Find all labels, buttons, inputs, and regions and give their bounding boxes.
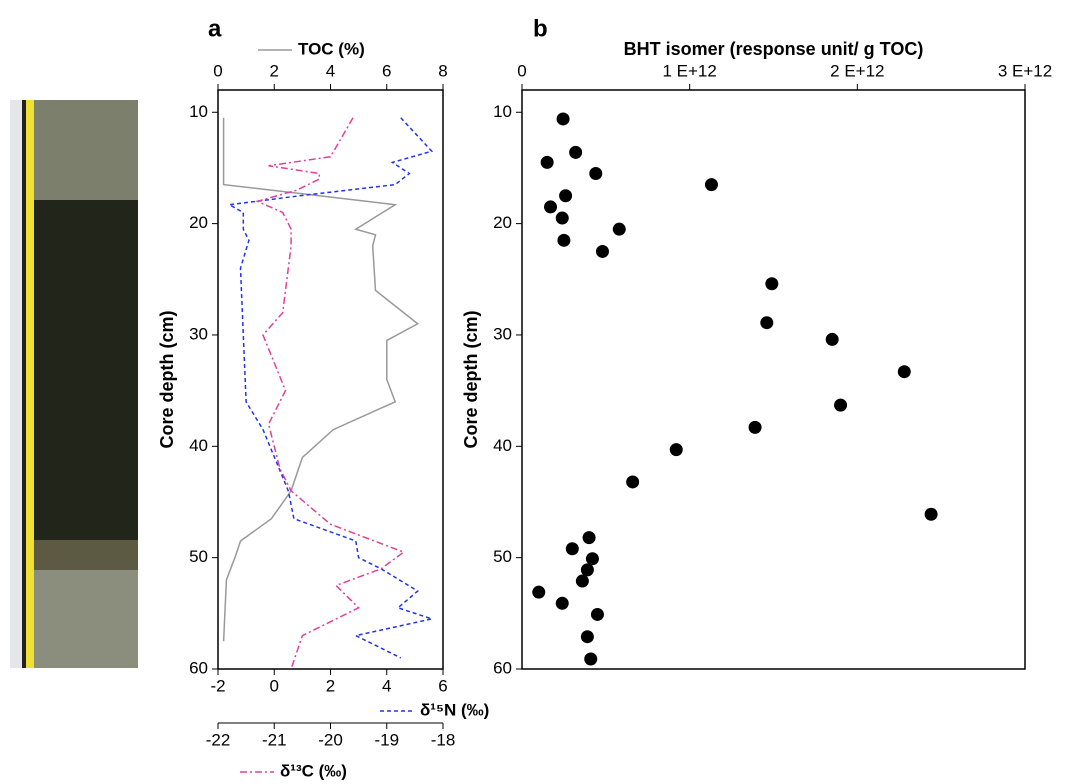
data-point <box>569 145 583 159</box>
plot-frame <box>521 89 1026 670</box>
data-point <box>924 507 938 521</box>
data-point <box>765 277 779 291</box>
data-point <box>575 574 589 588</box>
data-point <box>595 244 609 258</box>
data-point <box>834 398 848 412</box>
y-axis-label: Core depth (cm) <box>157 310 177 448</box>
data-point <box>565 542 579 556</box>
y-tick-label: 60 <box>189 658 208 677</box>
y-tick-label: 30 <box>493 324 512 343</box>
x2-tick-label: 0 <box>270 676 279 695</box>
data-point <box>555 596 569 610</box>
x3-tick-label: -19 <box>374 730 399 749</box>
data-point <box>626 475 640 489</box>
x2-tick-label: -2 <box>210 676 225 695</box>
data-point <box>580 563 594 577</box>
x-tick-label: 0 <box>213 61 222 80</box>
x2-tick-label: 2 <box>326 676 335 695</box>
y-tick-label: 10 <box>493 102 512 121</box>
y-tick-label: 40 <box>189 436 208 455</box>
plot-frame <box>217 89 444 670</box>
data-point <box>559 189 573 203</box>
panel-label: a <box>208 15 222 42</box>
core-photo <box>10 100 138 668</box>
data-point <box>580 630 594 644</box>
data-point <box>748 420 762 434</box>
profile-line <box>255 117 406 670</box>
y-tick-label: 50 <box>189 547 208 566</box>
x3-tick-label: -18 <box>431 730 456 749</box>
panel-label: b <box>533 15 548 42</box>
x-tick-label: 8 <box>438 61 447 80</box>
data-point <box>590 607 604 621</box>
x-axis-label: BHT isomer (response unit/ g TOC) <box>624 39 924 59</box>
legend-label: δ¹³C (‰) <box>280 761 347 780</box>
data-point <box>704 178 718 192</box>
x-tick-label: 2 E+12 <box>830 61 884 80</box>
x3-tick-label: -20 <box>318 730 343 749</box>
data-point <box>897 365 911 379</box>
profile-line <box>222 117 420 642</box>
data-point <box>540 155 554 169</box>
data-point <box>582 531 596 545</box>
y-tick-label: 20 <box>189 213 208 232</box>
y-axis-label: Core depth (cm) <box>461 310 481 448</box>
y-tick-label: 40 <box>493 436 512 455</box>
data-point <box>557 233 571 247</box>
x-tick-label: 4 <box>326 61 335 80</box>
y-tick-label: 60 <box>493 658 512 677</box>
data-point <box>612 222 626 236</box>
data-point <box>555 211 569 225</box>
data-point <box>825 332 839 346</box>
legend-label: TOC (%) <box>298 39 365 58</box>
x2-tick-label: 4 <box>382 676 391 695</box>
x3-tick-label: -21 <box>262 730 287 749</box>
data-point <box>544 200 558 214</box>
x-tick-label: 6 <box>382 61 391 80</box>
data-point <box>556 112 570 126</box>
profile-line <box>226 117 435 659</box>
x-tick-label: 0 <box>517 61 526 80</box>
legend-label: δ¹⁵N (‰) <box>420 700 489 719</box>
x3-tick-label: -22 <box>206 730 231 749</box>
data-point <box>589 167 603 181</box>
data-point <box>760 316 774 330</box>
y-tick-label: 30 <box>189 324 208 343</box>
x-tick-label: 2 <box>270 61 279 80</box>
y-tick-label: 20 <box>493 213 512 232</box>
x-tick-label: 1 E+12 <box>662 61 716 80</box>
data-point <box>669 443 683 457</box>
y-tick-label: 10 <box>189 102 208 121</box>
y-tick-label: 50 <box>493 547 512 566</box>
data-point <box>585 552 599 566</box>
x-tick-label: 3 E+12 <box>998 61 1052 80</box>
x2-tick-label: 6 <box>438 676 447 695</box>
data-point <box>532 585 546 599</box>
data-point <box>584 652 598 666</box>
